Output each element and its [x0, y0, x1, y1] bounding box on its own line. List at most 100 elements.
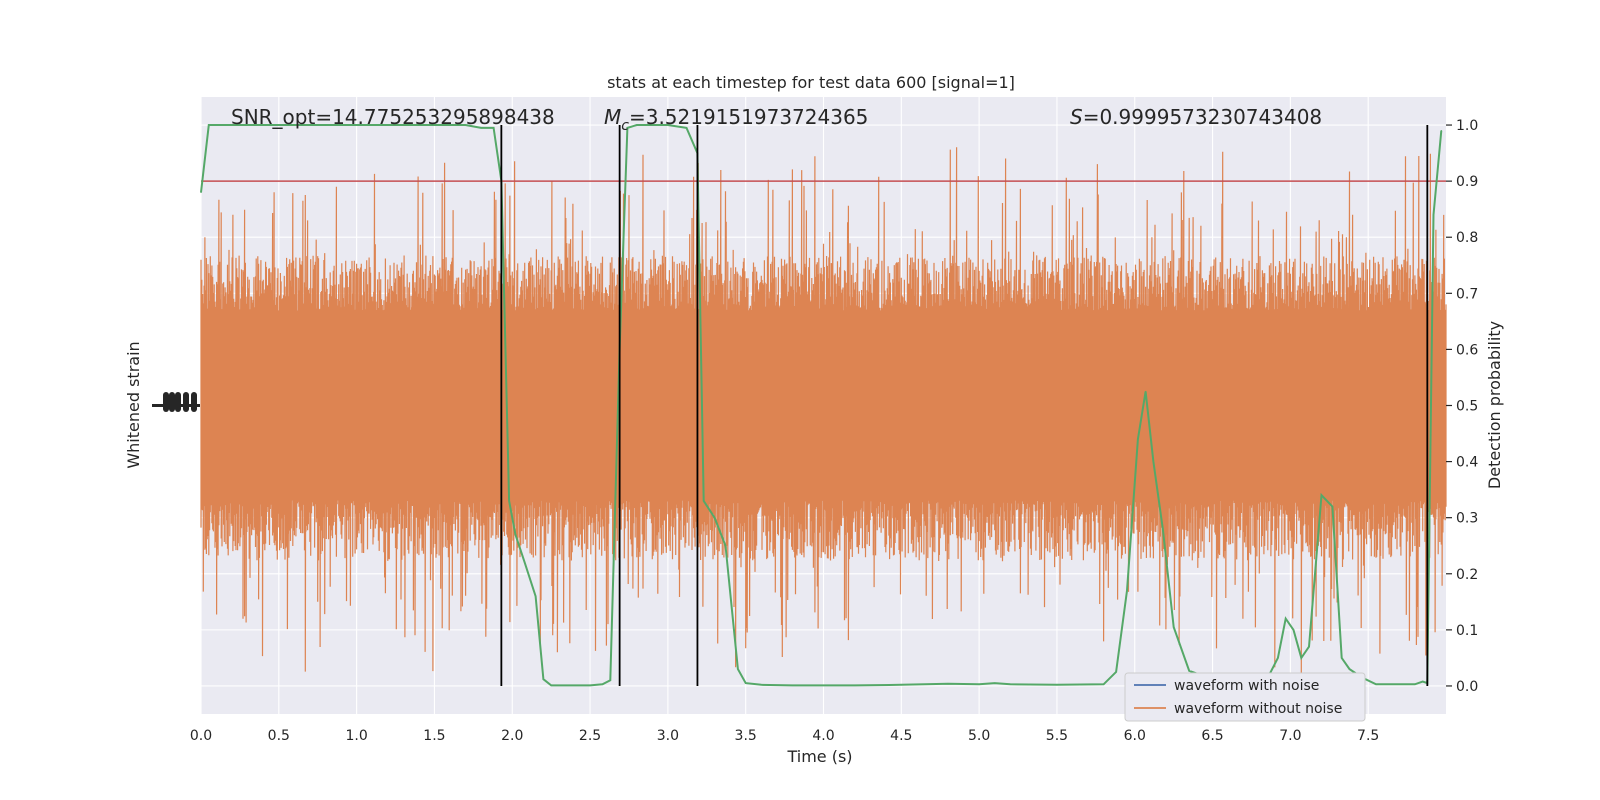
detection-probability-point: [542, 678, 544, 680]
detection-probability-point: [356, 124, 358, 126]
detection-probability-point: [480, 127, 482, 129]
detection-probability-point: [609, 679, 611, 681]
annotation-chirp-mass-value: =3.5219151973724365: [629, 105, 868, 129]
annotation-s-symbol: S: [1070, 105, 1083, 129]
y-tick-label-right: 0.6: [1456, 342, 1478, 358]
detection-probability-point: [1056, 684, 1058, 686]
x-tick-label: 0.0: [190, 728, 212, 744]
detection-probability-point: [1390, 683, 1393, 685]
detection-probability-point: [947, 683, 949, 685]
annotation-chirp-mass: Mc=3.5219151973724365: [604, 105, 868, 134]
detection-probability-point: [464, 124, 467, 126]
detection-probability-point: [601, 683, 604, 685]
y-tick-label-right: 0.4: [1456, 455, 1478, 471]
x-tick-label: 3.0: [657, 728, 679, 744]
detection-probability-point: [1331, 505, 1333, 508]
detection-probability-point: [215, 124, 218, 126]
x-axis-label: Time (s): [786, 747, 852, 766]
annotation-snr: SNR_opt=14.775253295898438: [231, 105, 555, 129]
detection-probability-point: [636, 124, 638, 126]
detection-probability-point: [566, 684, 568, 686]
annotation-s: S=0.9999573230743408: [1070, 105, 1322, 129]
x-tick-label: 7.5: [1357, 728, 1379, 744]
y-tick-label-right: 0.3: [1456, 511, 1478, 527]
x-tick-label: 4.5: [890, 728, 912, 744]
detection-probability-point: [1422, 680, 1424, 683]
detection-probability-point: [1162, 528, 1164, 530]
detection-probability-point: [1277, 657, 1279, 659]
x-tick-label: 1.5: [423, 728, 445, 744]
chart-title: stats at each timestep for test data 600…: [607, 73, 1015, 92]
detection-probability-point: [1126, 590, 1128, 592]
y-axis-label-right: Detection probability: [1485, 321, 1504, 489]
annotation-chirp-mass-subscript: c: [621, 118, 629, 134]
detection-probability-point: [1308, 646, 1310, 648]
y-tick-label-right: 0.7: [1456, 286, 1478, 302]
x-tick-label: 0.5: [268, 728, 290, 744]
detection-probability-point: [1440, 130, 1442, 132]
detection-probability-point: [1292, 629, 1295, 631]
detection-probability-point: [1173, 626, 1175, 628]
x-tick-label: 1.0: [345, 728, 367, 744]
x-tick-label: 7.0: [1279, 728, 1301, 744]
detection-probability-point: [667, 124, 669, 126]
detection-probability-point: [1432, 214, 1435, 216]
y-tick-mark-left: [163, 392, 169, 412]
y-tick-mark-left: [175, 392, 181, 412]
detection-probability-point: [1341, 657, 1343, 659]
detection-probability-point: [737, 668, 739, 670]
detection-probability-point: [1188, 670, 1190, 672]
y-tick-label-right: 0.2: [1456, 567, 1478, 583]
detection-probability-point: [900, 684, 902, 686]
detection-probability-point: [534, 595, 537, 597]
x-tick-label: 3.5: [735, 728, 757, 744]
detection-probability-point: [994, 682, 996, 684]
y-tick-label-right: 0.1: [1456, 623, 1478, 639]
legend: waveform with noise waveform without noi…: [1124, 672, 1366, 722]
detection-probability-point: [200, 191, 202, 193]
detection-probability-point: [293, 124, 295, 126]
x-tick-label: 2.5: [579, 728, 601, 744]
detection-probability-point: [324, 124, 327, 126]
legend-label-noise: waveform with noise: [1174, 678, 1319, 694]
legend-label-clean: waveform without noise: [1174, 701, 1342, 717]
y-tick-label-right: 1.0: [1456, 118, 1478, 134]
detection-probability-point: [1285, 618, 1287, 620]
detection-probability-point: [854, 684, 856, 686]
y-tick-label-right: 0.0: [1456, 679, 1478, 695]
detection-probability-point: [262, 124, 264, 126]
detection-probability-point: [231, 124, 233, 126]
x-tick-label: 6.5: [1201, 728, 1223, 744]
x-tick-label: 2.0: [501, 728, 523, 744]
strain-waveform-without-noise: [200, 147, 1447, 673]
x-tick-label: 6.0: [1124, 728, 1146, 744]
detection-probability-point: [508, 500, 510, 502]
detection-probability-point: [978, 683, 980, 685]
detection-probability-point: [1137, 438, 1139, 440]
detection-probability-point: [524, 561, 526, 564]
y-axis-left-ticks: [152, 392, 200, 412]
detection-probability-point: [449, 124, 451, 126]
detection-probability-point: [208, 124, 210, 126]
x-tick-label: 5.5: [1046, 728, 1068, 744]
detection-probability-point: [791, 684, 793, 686]
detection-probability-point: [1320, 494, 1323, 496]
detection-probability-point: [492, 127, 495, 129]
y-tick-mark-left: [169, 392, 175, 412]
detection-probability-point: [745, 682, 747, 684]
detection-probability-point: [1145, 390, 1147, 393]
detection-probability-point: [387, 124, 389, 126]
legend-box: [1124, 672, 1366, 722]
detection-probability-point: [822, 684, 825, 686]
detection-probability-point: [724, 545, 727, 547]
detection-probability-point: [589, 684, 591, 686]
detection-probability-point: [514, 533, 516, 536]
strain-series-group: [200, 147, 1447, 673]
annotation-chirp-mass-symbol: M: [604, 105, 621, 129]
detection-probability-point: [1348, 668, 1351, 670]
detection-probability-point: [713, 517, 716, 519]
detection-probability-point: [685, 127, 688, 129]
y-tick-label-right: 0.8: [1456, 230, 1478, 246]
y-tick-mark-left: [183, 392, 189, 412]
x-tick-label: 4.0: [812, 728, 834, 744]
